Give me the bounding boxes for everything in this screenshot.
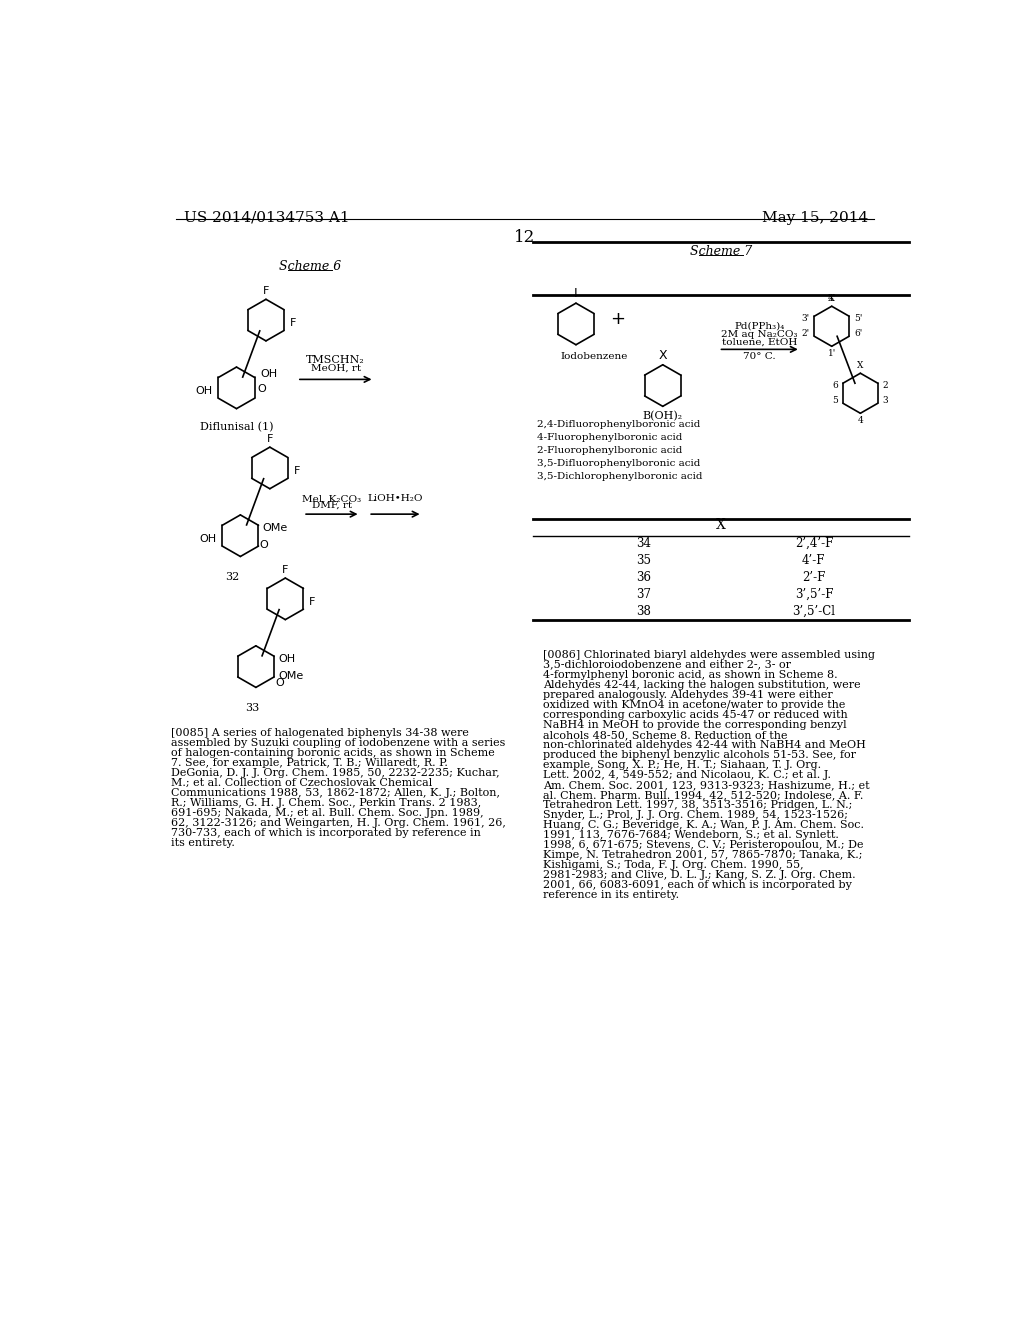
Text: 2001, 66, 6083-6091, each of which is incorporated by: 2001, 66, 6083-6091, each of which is in… [543, 880, 852, 890]
Text: 691-695; Nakada, M.; et al. Bull. Chem. Soc. Jpn. 1989,: 691-695; Nakada, M.; et al. Bull. Chem. … [171, 808, 483, 818]
Text: 2': 2' [801, 330, 809, 338]
Text: Scheme 6: Scheme 6 [279, 260, 341, 273]
Text: corresponding carboxylic acids 45-47 or reduced with: corresponding carboxylic acids 45-47 or … [543, 710, 848, 719]
Text: 2: 2 [883, 381, 889, 389]
Text: Kishigami, S.; Toda, F. J. Org. Chem. 1990, 55,: Kishigami, S.; Toda, F. J. Org. Chem. 19… [543, 859, 803, 870]
Text: F: F [309, 597, 315, 607]
Text: al. Chem. Pharm. Bull. 1994, 42, 512-520; Indolese, A. F.: al. Chem. Pharm. Bull. 1994, 42, 512-520… [543, 789, 863, 800]
Text: DeGonia, D. J. J. Org. Chem. 1985, 50, 2232-2235; Kuchar,: DeGonia, D. J. J. Org. Chem. 1985, 50, 2… [171, 768, 500, 779]
Text: DMF, rt: DMF, rt [311, 500, 352, 510]
Text: Communications 1988, 53, 1862-1872; Allen, K. J.; Bolton,: Communications 1988, 53, 1862-1872; Alle… [171, 788, 500, 799]
Text: prepared analogously. Aldehydes 39-41 were either: prepared analogously. Aldehydes 39-41 we… [543, 689, 833, 700]
Text: F: F [283, 565, 289, 576]
Text: oxidized with KMnO4 in acetone/water to provide the: oxidized with KMnO4 in acetone/water to … [543, 700, 845, 710]
Text: X: X [857, 362, 863, 370]
Text: Iodobenzene: Iodobenzene [560, 352, 628, 362]
Text: 3,5-dichloroiodobenzene and either 2-, 3- or: 3,5-dichloroiodobenzene and either 2-, 3… [543, 660, 791, 669]
Text: 2981-2983; and Clive, D. L. J.; Kang, S. Z. J. Org. Chem.: 2981-2983; and Clive, D. L. J.; Kang, S.… [543, 870, 855, 880]
Text: its entirety.: its entirety. [171, 838, 234, 849]
Text: [0086] Chlorinated biaryl aldehydes were assembled using: [0086] Chlorinated biaryl aldehydes were… [543, 649, 874, 660]
Text: Tetrahedron Lett. 1997, 38, 3513-3516; Pridgen, L. N.;: Tetrahedron Lett. 1997, 38, 3513-3516; P… [543, 800, 852, 809]
Text: R.; Williams, G. H. J. Chem. Soc., Perkin Trans. 2 1983,: R.; Williams, G. H. J. Chem. Soc., Perki… [171, 799, 481, 808]
Text: TMSCHN₂: TMSCHN₂ [306, 355, 366, 364]
Text: Am. Chem. Soc. 2001, 123, 9313-9323; Hashizume, H.; et: Am. Chem. Soc. 2001, 123, 9313-9323; Has… [543, 780, 869, 789]
Text: Lett. 2002, 4, 549-552; and Nicolaou, K. C.; et al. J.: Lett. 2002, 4, 549-552; and Nicolaou, K.… [543, 770, 830, 780]
Text: LiOH•H₂O: LiOH•H₂O [368, 495, 423, 503]
Text: 1': 1' [827, 350, 836, 358]
Text: 3’,5’-F: 3’,5’-F [795, 589, 834, 601]
Text: non-chlorinated aldehydes 42-44 with NaBH4 and MeOH: non-chlorinated aldehydes 42-44 with NaB… [543, 739, 865, 750]
Text: 35: 35 [636, 554, 651, 568]
Text: X: X [828, 294, 836, 304]
Text: 38: 38 [636, 605, 651, 618]
Text: 730-733, each of which is incorporated by reference in: 730-733, each of which is incorporated b… [171, 829, 480, 838]
Text: 37: 37 [636, 589, 651, 601]
Text: Scheme 7: Scheme 7 [690, 246, 752, 259]
Text: reference in its entirety.: reference in its entirety. [543, 890, 679, 900]
Text: 34: 34 [636, 537, 651, 550]
Text: 2,4-Difluorophenylboronic acid
4-Fluorophenylboronic acid
2-Fluorophenylboronic : 2,4-Difluorophenylboronic acid 4-Fluorop… [538, 420, 702, 480]
Text: OH: OH [196, 385, 212, 396]
Text: 5: 5 [833, 396, 838, 405]
Text: 1991, 113, 7676-7684; Wendeborn, S.; et al. Synlett.: 1991, 113, 7676-7684; Wendeborn, S.; et … [543, 830, 839, 840]
Text: MeOH, rt: MeOH, rt [310, 363, 360, 372]
Text: OMe: OMe [279, 671, 303, 681]
Text: O: O [275, 678, 284, 688]
Text: Snyder, L.; Prol, J. J. Org. Chem. 1989, 54, 1523-1526;: Snyder, L.; Prol, J. J. Org. Chem. 1989,… [543, 810, 848, 820]
Text: example, Song, X. P.; He, H. T.; Siahaan, T. J. Org.: example, Song, X. P.; He, H. T.; Siahaan… [543, 760, 821, 770]
Text: B(OH)₂: B(OH)₂ [643, 411, 683, 421]
Text: F: F [294, 466, 300, 477]
Text: [0085] A series of halogenated biphenyls 34-38 were: [0085] A series of halogenated biphenyls… [171, 729, 469, 738]
Text: alcohols 48-50, Scheme 8. Reduction of the: alcohols 48-50, Scheme 8. Reduction of t… [543, 730, 787, 739]
Text: 1998, 6, 671-675; Stevens, C. V.; Peristeropoulou, M.; De: 1998, 6, 671-675; Stevens, C. V.; Perist… [543, 840, 863, 850]
Text: 33: 33 [245, 702, 259, 713]
Text: 62, 3122-3126; and Weingarten, H. J. Org. Chem. 1961, 26,: 62, 3122-3126; and Weingarten, H. J. Org… [171, 818, 506, 828]
Text: 7. See, for example, Patrick, T. B.; Willaredt, R. P.: 7. See, for example, Patrick, T. B.; Wil… [171, 758, 447, 768]
Text: Kimpe, N. Tetrahedron 2001, 57, 7865-7870; Tanaka, K.;: Kimpe, N. Tetrahedron 2001, 57, 7865-787… [543, 850, 862, 859]
Text: OH: OH [200, 533, 216, 544]
Text: 70° C.: 70° C. [743, 352, 776, 362]
Text: NaBH4 in MeOH to provide the corresponding benzyl: NaBH4 in MeOH to provide the correspondi… [543, 719, 846, 730]
Text: 4: 4 [857, 416, 863, 425]
Text: 4’-F: 4’-F [802, 554, 825, 568]
Text: M.; et al. Collection of Czechoslovak Chemical: M.; et al. Collection of Czechoslovak Ch… [171, 779, 432, 788]
Text: 4': 4' [827, 294, 836, 304]
Text: May 15, 2014: May 15, 2014 [762, 211, 868, 224]
Text: +: + [610, 310, 626, 327]
Text: 2’-F: 2’-F [802, 572, 825, 585]
Text: 12: 12 [514, 230, 536, 247]
Text: 6: 6 [833, 381, 838, 389]
Text: 3: 3 [883, 396, 889, 405]
Text: 4-formylphenyl boronic acid, as shown in Scheme 8.: 4-formylphenyl boronic acid, as shown in… [543, 669, 838, 680]
Text: Huang, C. G.; Beveridge, K. A.; Wan, P. J. Am. Chem. Soc.: Huang, C. G.; Beveridge, K. A.; Wan, P. … [543, 820, 863, 830]
Text: 2’,4’-F: 2’,4’-F [795, 537, 834, 550]
Text: 32: 32 [225, 572, 240, 582]
Text: toluene, EtOH: toluene, EtOH [722, 338, 798, 346]
Text: OMe: OMe [263, 524, 288, 533]
Text: OH: OH [260, 370, 278, 379]
Text: I: I [574, 286, 578, 300]
Text: O: O [257, 384, 266, 393]
Text: US 2014/0134753 A1: US 2014/0134753 A1 [183, 211, 349, 224]
Text: 3': 3' [801, 314, 809, 323]
Text: assembled by Suzuki coupling of iodobenzene with a series: assembled by Suzuki coupling of iodobenz… [171, 738, 505, 748]
Text: Mel, K₂CO₃: Mel, K₂CO₃ [302, 495, 361, 503]
Text: Pd(PPh₃)₄: Pd(PPh₃)₄ [734, 322, 784, 331]
Text: O: O [260, 540, 268, 550]
Text: Diflunisal (1): Diflunisal (1) [200, 422, 273, 432]
Text: produced the biphenyl benzylic alcohols 51-53. See, for: produced the biphenyl benzylic alcohols … [543, 750, 856, 760]
Text: F: F [263, 286, 269, 296]
Text: of halogen-containing boronic acids, as shown in Scheme: of halogen-containing boronic acids, as … [171, 748, 495, 758]
Text: X: X [658, 348, 667, 362]
Text: 5': 5' [854, 314, 862, 323]
Text: OH: OH [279, 655, 296, 664]
Text: Aldehydes 42-44, lacking the halogen substitution, were: Aldehydes 42-44, lacking the halogen sub… [543, 680, 860, 689]
Text: X: X [716, 517, 726, 532]
Text: 3’,5’-Cl: 3’,5’-Cl [793, 605, 836, 618]
Text: F: F [290, 318, 296, 329]
Text: F: F [266, 434, 273, 444]
Text: 36: 36 [636, 572, 651, 585]
Text: 2M aq Na₂CO₃: 2M aq Na₂CO₃ [721, 330, 798, 339]
Text: 6': 6' [854, 330, 862, 338]
